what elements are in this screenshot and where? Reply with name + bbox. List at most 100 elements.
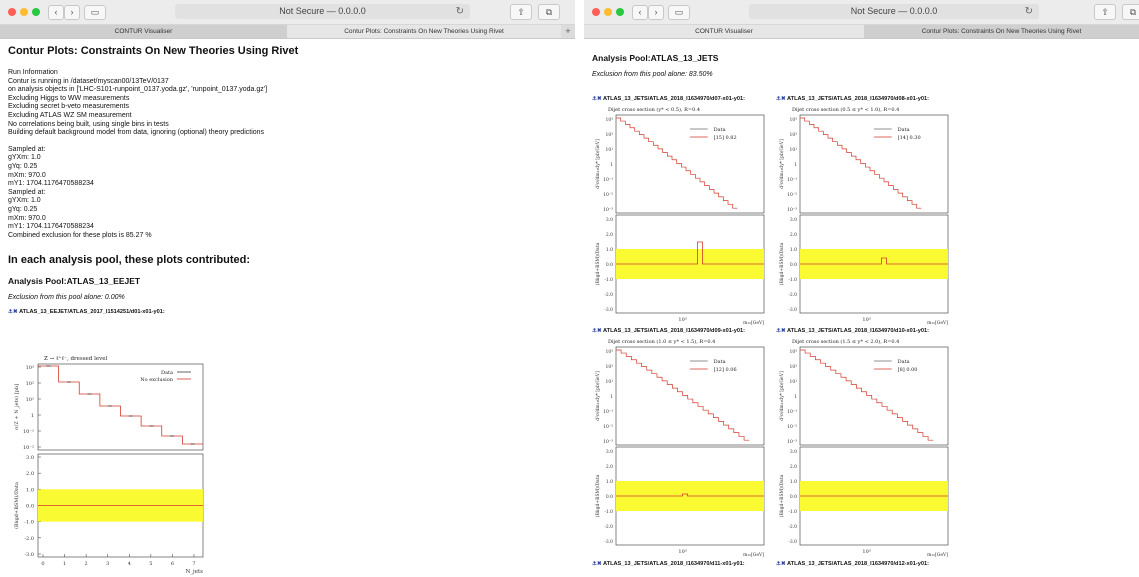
back-icon[interactable]: ‹ xyxy=(48,5,64,20)
new-tab-icon[interactable]: + xyxy=(565,26,571,36)
sample-line: mY1: 1704.1176470588234 xyxy=(8,180,94,188)
y-tick-label: 1 xyxy=(794,162,797,168)
ratio-tick-label: 1.0 xyxy=(790,479,797,485)
ratio-tick-label: 2.0 xyxy=(790,464,797,470)
left-browser-window: ‹ › ▭ Not Secure — 0.0.0.0 ↻ ⇧ ⧉ CONTUR … xyxy=(0,0,575,577)
ratio-tick-label: 2.0 xyxy=(790,232,797,238)
jets-plot-header: ⚓︎✖ ATLAS_13_JETS/ATLAS_2018_I1634970/d0… xyxy=(592,328,745,334)
page-content: Contur Plots: Constraints On New Theorie… xyxy=(0,39,575,577)
anchor-icon[interactable]: ⚓︎✖ xyxy=(8,309,18,316)
ratio-tick-label: 1.0 xyxy=(606,479,613,485)
ratio-tick-label: 0.0 xyxy=(606,494,613,500)
plot-header-link[interactable]: ATLAS_13_JETS/ATLAS_2018_I1634970/d07-x0… xyxy=(601,96,745,102)
ratio-tick-label: -2.0 xyxy=(788,524,797,530)
y-tick-label: 10³ xyxy=(26,365,34,371)
x-tick-label: 10³ xyxy=(862,317,870,323)
plot-caption: Z → ℓ⁺ℓ⁻, dressed level xyxy=(44,356,107,362)
y-tick-label: 1 xyxy=(794,394,797,400)
title-bar: ‹ › ▭ Not Secure — 0.0.0.0 ↻ ⇧ ⧉ xyxy=(0,0,575,25)
sample-line: gYq: 0.25 xyxy=(8,205,38,213)
y-tick-label: 10⁻³ xyxy=(787,207,797,213)
y-tick-label: 1 xyxy=(610,394,613,400)
y-tick-label: 10² xyxy=(26,381,34,387)
ratio-tick-label: -2.0 xyxy=(604,292,613,298)
back-icon[interactable]: ‹ xyxy=(632,5,648,20)
close-window-button[interactable] xyxy=(8,8,16,16)
main-panel-frame xyxy=(799,346,949,446)
main-panel-frame xyxy=(37,363,204,451)
plot-header-link[interactable]: ATLAS_13_JETS/ATLAS_2018_I1634970/d11-x0… xyxy=(601,561,745,567)
ratio-tick-label: 1.0 xyxy=(790,247,797,253)
jets-plot: Dijet cross section (1.0 ≤ y* < 1.5), R=… xyxy=(592,337,772,557)
plot-caption: Dijet cross section (1.0 ≤ y* < 1.5), R=… xyxy=(608,338,715,345)
plot-header-link[interactable]: ATLAS_13_JETS/ATLAS_2018_I1634970/d09-x0… xyxy=(601,328,745,334)
tab-contur-plots[interactable]: Contur Plots: Constraints On New Theorie… xyxy=(864,25,1139,38)
address-bar[interactable]: Not Secure — 0.0.0.0 ↻ xyxy=(749,4,1039,19)
plot-header-link[interactable]: ATLAS_13_JETS/ATLAS_2018_I1634970/d12-x0… xyxy=(785,561,929,567)
tab-contur-plots[interactable]: Contur Plots: Constraints On New Theorie… xyxy=(287,25,561,38)
share-icon[interactable]: ⇧ xyxy=(510,4,532,20)
reload-icon[interactable]: ↻ xyxy=(1024,6,1033,17)
tab-contur-visualiser[interactable]: CONTUR Visualiser xyxy=(0,25,287,38)
sidebar-icon[interactable]: ▭ xyxy=(668,5,690,20)
ratio-tick-label: 2.0 xyxy=(606,232,613,238)
section-heading: In each analysis pool, these plots contr… xyxy=(8,254,251,267)
pool-exclusion: Exclusion from this pool alone: 0.00% xyxy=(8,294,125,302)
ratio-tick-label: 3.0 xyxy=(26,455,34,461)
tabs-overview-icon[interactable]: ⧉ xyxy=(538,4,560,20)
ratio-tick-label: -3.0 xyxy=(24,552,34,558)
anchor-icon[interactable]: ⚓︎✖ xyxy=(592,328,602,334)
plot-header-link[interactable]: ATLAS_13_JETS/ATLAS_2018_I1634970/d08-x0… xyxy=(785,96,929,102)
tab-contur-visualiser[interactable]: CONTUR Visualiser xyxy=(584,25,864,38)
x-tick-label: 3 xyxy=(106,561,109,567)
plot-header-link[interactable]: ATLAS_13_EEJET/ATLAS_2017_I1514251/d01-x… xyxy=(19,309,165,316)
anchor-icon[interactable]: ⚓︎✖ xyxy=(776,561,786,567)
x-tick-label: 7 xyxy=(192,561,195,567)
y-tick-label: 1 xyxy=(31,413,34,419)
reload-icon[interactable]: ↻ xyxy=(455,6,464,17)
model-spectrum xyxy=(616,117,738,209)
x-axis-label: N_jets xyxy=(185,569,203,575)
jets-plot: Dijet cross section (y* < 0.5), R=0.4 10³… xyxy=(592,105,772,325)
y-axis-label: d²σ/dm₁₂dy* [pb/GeV] xyxy=(779,139,785,189)
forward-icon[interactable]: › xyxy=(648,5,664,20)
ratio-axis-label: (Bkgd+BSM)/Data xyxy=(778,242,785,285)
model-spectrum xyxy=(616,349,750,441)
zoom-window-button[interactable] xyxy=(32,8,40,16)
sidebar-icon[interactable]: ▭ xyxy=(84,5,106,20)
y-tick-label: 10⁻² xyxy=(603,424,613,430)
x-axis-label: m₁₂[GeV] xyxy=(743,552,764,557)
address-bar[interactable]: Not Secure — 0.0.0.0 ↻ xyxy=(175,4,470,19)
minimize-window-button[interactable] xyxy=(20,8,28,16)
sample-line: gYXm: 1.0 xyxy=(8,154,41,162)
anchor-icon[interactable]: ⚓︎✖ xyxy=(592,561,602,567)
ratio-tick-label: 2.0 xyxy=(606,464,613,470)
plot-header-link[interactable]: ATLAS_13_JETS/ATLAS_2018_I1634970/d10-x0… xyxy=(785,328,929,334)
ratio-tick-label: 1.0 xyxy=(26,487,34,493)
y-axis-label: d²σ/dm₁₂dy* [pb/GeV] xyxy=(595,371,601,421)
ratio-tick-label: -1.0 xyxy=(604,277,613,283)
anchor-icon[interactable]: ⚓︎✖ xyxy=(776,96,786,102)
info-line: Excluding Higgs to WW measurements xyxy=(8,94,130,102)
y-tick-label: 10¹ xyxy=(605,379,613,385)
info-line: on analysis objects in ['LHC-S101-runpoi… xyxy=(8,86,268,94)
y-tick-label: 10¹ xyxy=(26,397,34,403)
jets-plot-header: ⚓︎✖ ATLAS_13_JETS/ATLAS_2018_I1634970/d0… xyxy=(776,96,929,102)
forward-icon[interactable]: › xyxy=(64,5,80,20)
sample-line: Sampled at: xyxy=(8,145,46,153)
main-panel-frame xyxy=(799,114,949,214)
x-tick-label: 2 xyxy=(85,561,88,567)
anchor-icon[interactable]: ⚓︎✖ xyxy=(776,328,786,334)
close-window-button[interactable] xyxy=(592,8,600,16)
zoom-window-button[interactable] xyxy=(616,8,624,16)
page-content: Analysis Pool:ATLAS_13_JETS Exclusion fr… xyxy=(584,39,1139,577)
anchor-icon[interactable]: ⚓︎✖ xyxy=(592,96,602,102)
share-icon[interactable]: ⇧ xyxy=(1094,4,1116,20)
ratio-axis-label: (Bkgd+BSM)/Data xyxy=(778,474,785,517)
tabs-overview-icon[interactable]: ⧉ xyxy=(1122,4,1139,20)
minimize-window-button[interactable] xyxy=(604,8,612,16)
x-tick-label: 5 xyxy=(149,561,152,567)
x-tick-label: 0 xyxy=(41,561,44,567)
x-axis-label: m₁₂[GeV] xyxy=(927,552,948,557)
ratio-tick-label: 3.0 xyxy=(790,449,797,455)
